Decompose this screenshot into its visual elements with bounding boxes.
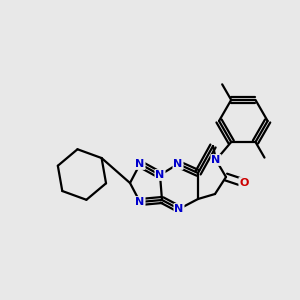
Text: N: N — [174, 204, 184, 214]
Text: O: O — [239, 178, 249, 188]
Text: N: N — [212, 155, 220, 165]
Text: N: N — [135, 197, 145, 207]
Text: N: N — [173, 159, 183, 169]
Text: N: N — [135, 159, 145, 169]
Text: N: N — [155, 170, 165, 180]
